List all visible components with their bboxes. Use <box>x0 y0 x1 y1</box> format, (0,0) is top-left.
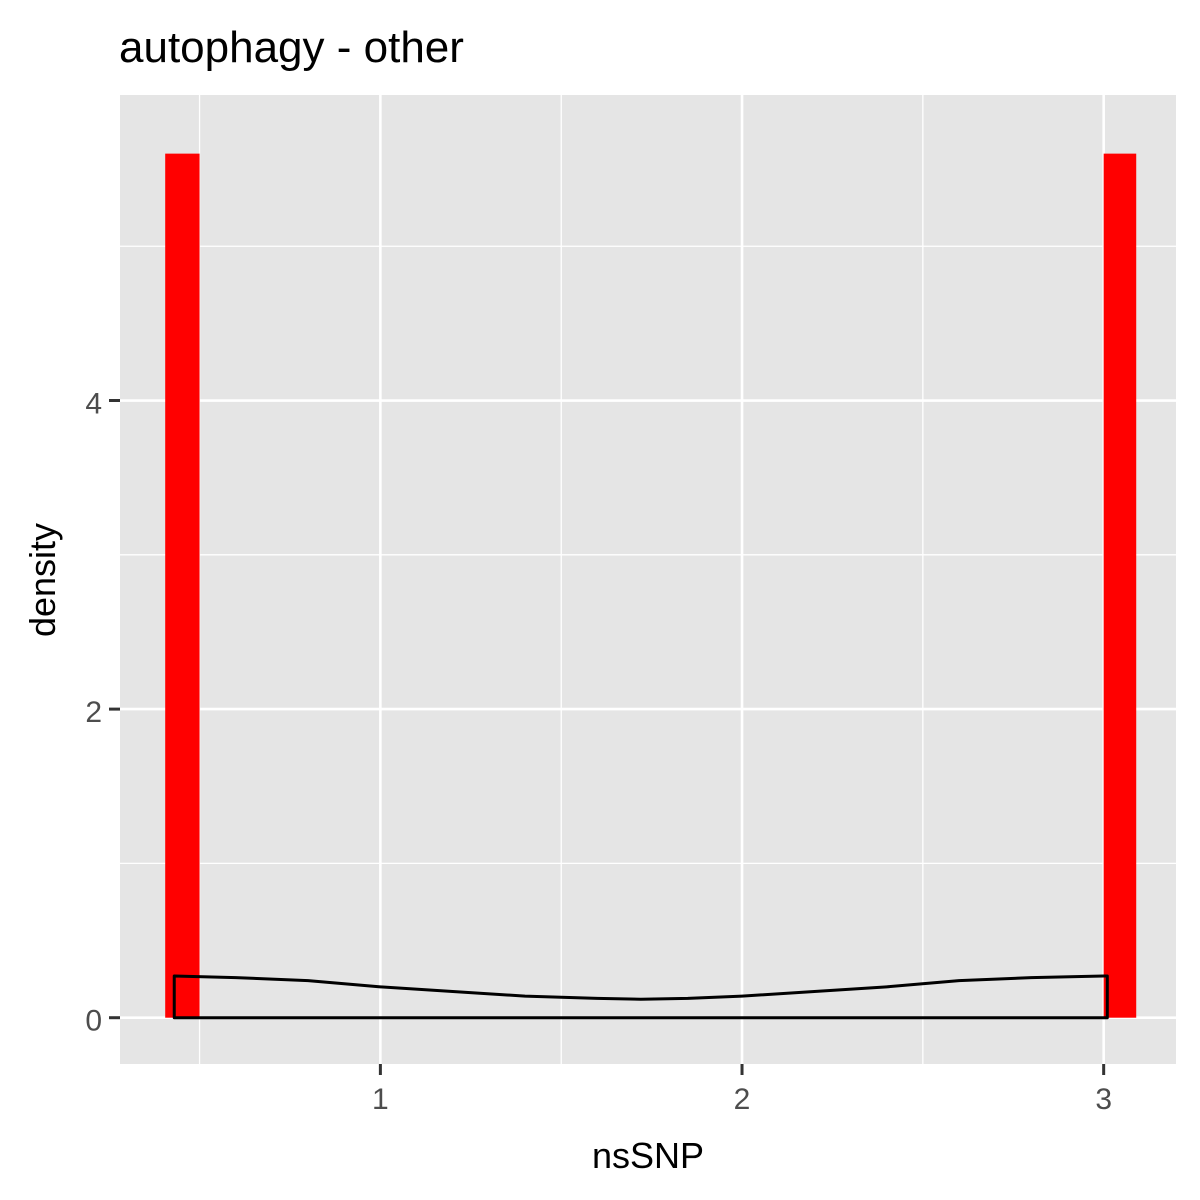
y-tick-label: 4 <box>85 388 102 421</box>
x-tick-label: 1 <box>372 1083 389 1116</box>
chart-title: autophagy - other <box>119 23 464 72</box>
y-axis-label: density <box>22 523 63 637</box>
x-axis: 1 2 3 <box>372 1064 1112 1116</box>
histogram-bar <box>1103 153 1137 1018</box>
density-curve <box>172 974 1109 1020</box>
y-tick-label: 0 <box>85 1005 102 1038</box>
y-axis: 0 2 4 <box>85 388 120 1038</box>
y-tick-label: 2 <box>85 696 102 729</box>
density-curve-group <box>172 974 1109 1020</box>
histogram-bar <box>165 153 200 1018</box>
x-tick-label: 3 <box>1095 1083 1112 1116</box>
x-tick-label: 2 <box>734 1083 751 1116</box>
histogram-bars <box>165 153 1137 1018</box>
plot-panel <box>120 95 1176 1064</box>
x-axis-label: nsSNP <box>592 1135 704 1176</box>
